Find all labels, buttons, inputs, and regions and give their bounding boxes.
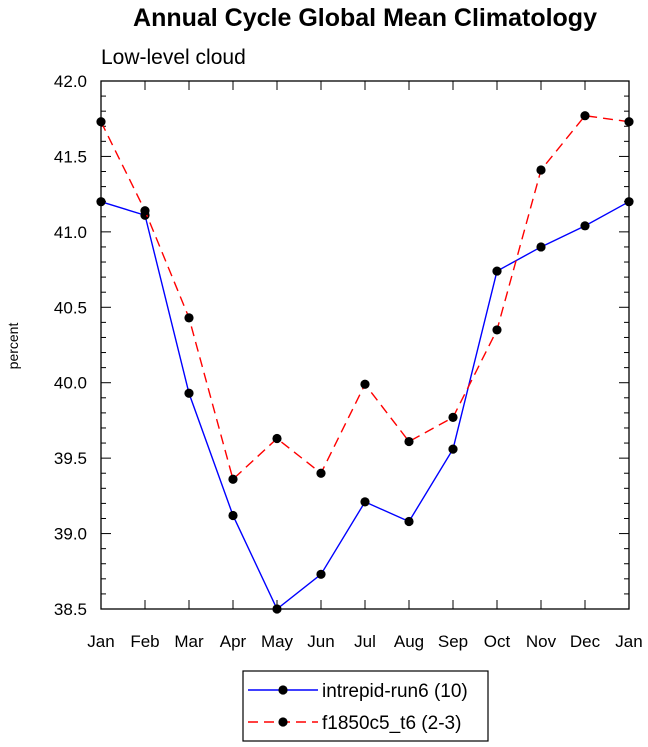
data-point [360,497,370,507]
x-tick-label: Aug [394,632,424,651]
data-point [404,436,414,447]
data-point [140,206,150,216]
chart-subtitle: Low-level cloud [101,46,246,69]
x-tick-label: Jan [87,632,114,651]
series-group [96,111,634,614]
data-point [492,325,502,335]
y-tick-label: 39.0 [54,525,87,544]
x-tick-label: Mar [174,632,204,651]
data-point [360,379,370,389]
y-tick-label: 40.5 [54,298,87,317]
data-point [448,412,458,423]
y-axis-label: percent [5,323,21,370]
x-tick-label: Feb [130,632,159,651]
legend-marker [278,717,288,727]
y-tick-label: 41.0 [54,223,87,242]
y-tick-label: 41.5 [54,147,87,166]
x-tick-label: Jul [354,632,376,651]
y-tick-labels: 38.5 39.0 39.5 40.0 40.5 41.0 41.5 42.0 [54,72,87,619]
legend-label: f1850c5_t6 (2-3) [322,713,461,734]
legend-marker [278,685,288,695]
x-tick-label: May [261,632,294,651]
series-line [100,201,630,611]
y-tick-label: 38.5 [54,600,87,619]
plot-frame [100,80,630,610]
data-point [184,313,194,323]
data-point [272,433,282,444]
x-tick-label: Jan [615,632,642,651]
legend-label: intrepid-run6 (10) [322,681,468,702]
y-tick-label: 40.0 [54,374,87,393]
legend: intrepid-run6 (10) f1850c5_t6 (2-3) [248,681,468,734]
x-tick-label: Jun [307,632,334,651]
legend-box [242,670,489,742]
data-point [316,468,326,478]
x-tick-label: Oct [484,632,511,651]
series-line [100,114,630,481]
data-point [492,266,502,276]
axis-ticks [100,80,630,610]
y-tick-label: 42.0 [54,72,87,91]
data-point [228,474,238,484]
chart-title: Annual Cycle Global Mean Climatology [133,4,597,32]
data-point [184,388,194,398]
x-tick-label: Apr [220,632,247,651]
data-point [580,221,590,231]
y-tick-label: 39.5 [54,449,87,468]
data-point [316,569,326,579]
data-point [536,242,546,252]
x-tick-label: Dec [570,632,601,651]
x-tick-label: Sep [438,632,468,651]
data-point [448,444,458,454]
data-point [536,165,546,175]
data-point [404,516,414,527]
data-point [580,111,590,121]
data-point [228,510,238,521]
x-tick-labels: Jan Feb Mar Apr May Jun Jul Aug Sep Oct Nov Dec Jan [87,632,642,651]
x-tick-label: Nov [526,632,557,651]
